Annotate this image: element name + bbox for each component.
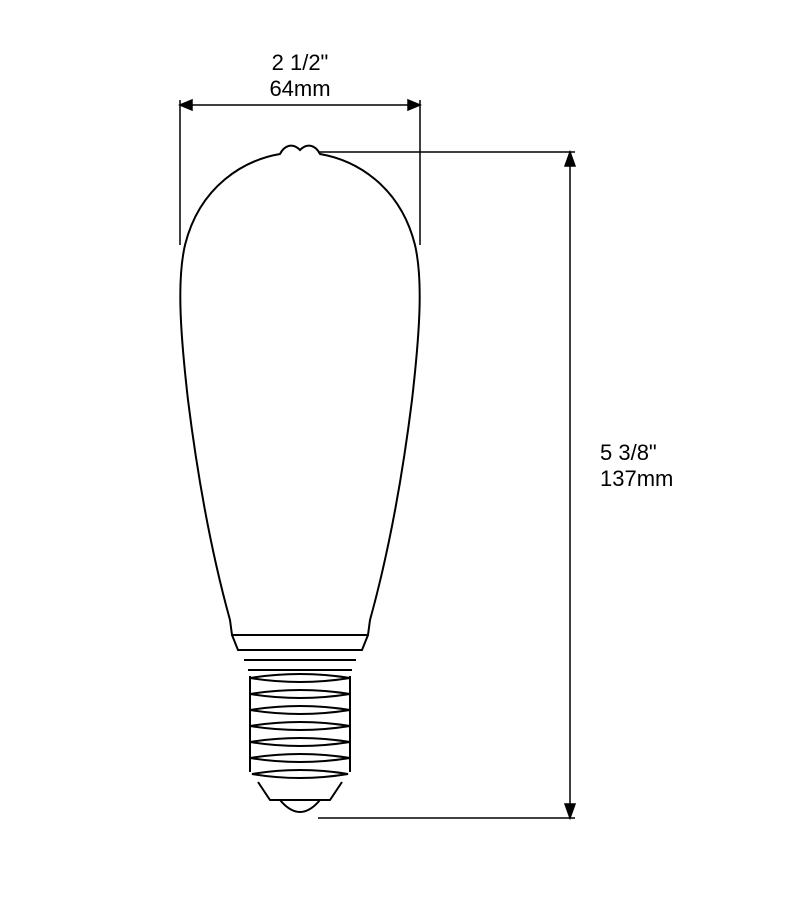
width-dimension (180, 100, 420, 245)
width-metric-label: 64mm (269, 76, 330, 101)
bulb-screw-base (250, 674, 350, 778)
height-metric-label: 137mm (600, 466, 673, 491)
width-imperial-label: 2 1/2" (272, 50, 329, 75)
height-dimension (318, 152, 575, 818)
bulb-dimension-diagram: 2 1/2" 64mm 5 3/8" 137mm (0, 0, 800, 900)
bulb-outline (180, 146, 419, 812)
height-imperial-label: 5 3/8" (600, 440, 657, 465)
bulb-base-contact (258, 782, 342, 812)
